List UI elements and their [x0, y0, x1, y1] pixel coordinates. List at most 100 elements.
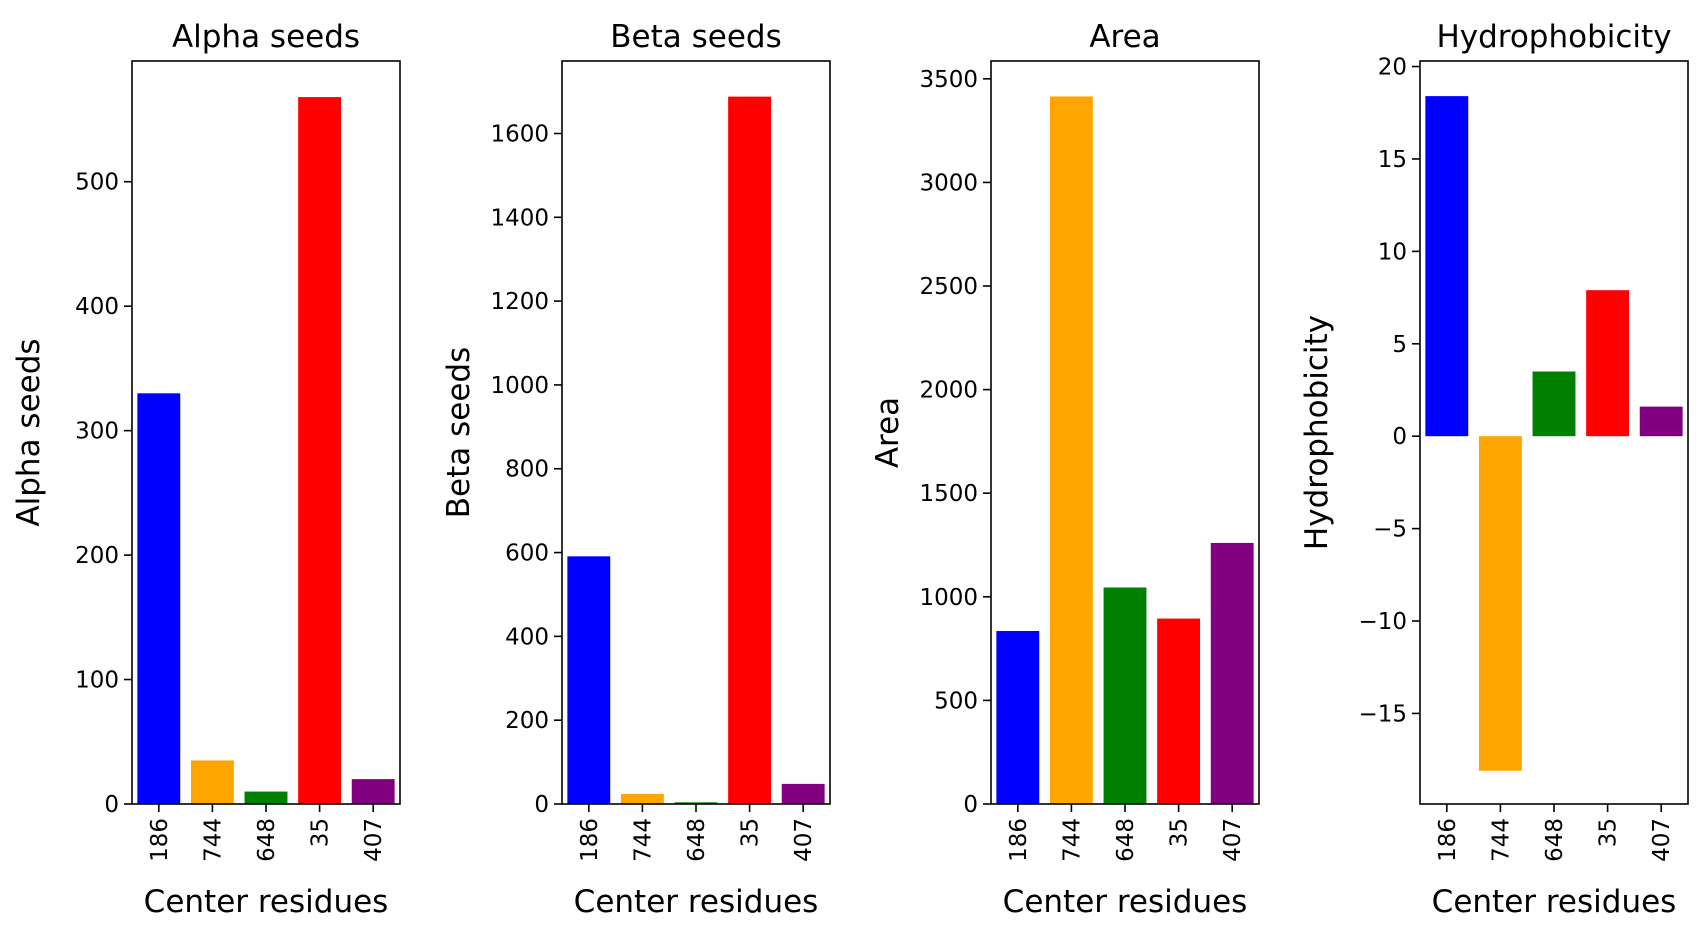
bar-648	[1103, 587, 1147, 804]
y-tick-label: 200	[75, 543, 119, 569]
y-tick-label: 1000	[919, 585, 978, 611]
bar-744	[620, 793, 664, 804]
y-tick-label: 10	[1378, 239, 1407, 265]
bar-407	[1210, 542, 1254, 804]
y-tick-label: 0	[534, 792, 549, 818]
y-tick-label: 1500	[919, 481, 978, 507]
bar-648	[244, 791, 288, 804]
y-tick-label: 1000	[490, 373, 549, 399]
bar-648	[1532, 371, 1576, 437]
x-axis-label: Center residues	[574, 884, 819, 920]
y-tick-label: 2000	[919, 378, 978, 404]
y-axis-label: Hydrophobicity	[1299, 315, 1335, 550]
y-tick-label: 600	[505, 541, 549, 567]
chart-alpha-seeds: Alpha seeds Alpha seeds Center residues …	[11, 19, 401, 920]
y-tick-label: 500	[75, 170, 119, 196]
x-tick-label: 648	[254, 818, 280, 862]
bar-186	[137, 393, 181, 804]
chart-hydrophobicity: Hydrophobicity Hydrophobicity Center res…	[1299, 19, 1689, 920]
x-tick-label: 648	[684, 818, 710, 862]
axes-frame	[131, 60, 401, 805]
y-tick-label: −15	[1358, 701, 1407, 727]
bar-186	[1425, 96, 1469, 437]
x-tick-label: 186	[1006, 818, 1032, 862]
y-tick-label: 2500	[919, 274, 978, 300]
chart-area: Area Area Center residues 0 500 1000 1500 20…	[870, 19, 1260, 920]
bar-744	[190, 760, 234, 804]
chart-title: Hydrophobicity	[1436, 19, 1671, 55]
x-tick-label: 648	[1113, 818, 1139, 862]
chart-title: Beta seeds	[610, 19, 781, 55]
bar-186	[996, 630, 1040, 804]
bar-35	[728, 96, 772, 804]
chart-beta-seeds: Beta seeds Beta seeds Center residues 0 2…	[441, 19, 831, 920]
y-tick-label: −5	[1373, 517, 1407, 543]
x-tick-label: 744	[200, 818, 226, 862]
x-tick-label: 407	[361, 818, 387, 862]
x-tick-label: 407	[791, 818, 817, 862]
bar-744	[1049, 96, 1093, 804]
y-tick-label: 0	[963, 792, 978, 818]
x-ticks: 186 744 648 35 407	[1435, 804, 1675, 862]
bar-35	[298, 97, 342, 805]
y-tick-label: 800	[505, 457, 549, 483]
axes-frame	[1419, 60, 1689, 805]
x-axis-label: Center residues	[1003, 884, 1248, 920]
y-axis-label: Beta seeds	[441, 347, 477, 518]
bar-407	[351, 779, 395, 804]
y-tick-label: 0	[104, 792, 119, 818]
y-tick-label: 5	[1392, 332, 1407, 358]
y-tick-label: 200	[505, 708, 549, 734]
y-ticks: 0 200 400 600 800 1000 1200 1400 1600	[490, 121, 562, 818]
y-ticks: 0 500 1000 1500 2000 2500 3000 3500	[919, 67, 991, 818]
x-tick-label: 35	[738, 818, 764, 847]
x-tick-label: 186	[1435, 818, 1461, 862]
y-tick-label: 300	[75, 419, 119, 445]
y-tick-label: 400	[505, 624, 549, 650]
bar-186	[567, 556, 611, 804]
bars	[567, 96, 825, 804]
y-tick-label: 100	[75, 668, 119, 694]
y-tick-label: 500	[934, 688, 978, 714]
chart-title: Area	[1089, 19, 1160, 55]
y-tick-label: −10	[1358, 609, 1407, 635]
x-tick-label: 744	[1488, 818, 1514, 862]
bars	[137, 97, 395, 805]
x-tick-label: 35	[1167, 818, 1193, 847]
axes-frame	[990, 60, 1260, 805]
x-tick-label: 186	[577, 818, 603, 862]
y-tick-label: 1600	[490, 121, 549, 147]
axes-frame	[561, 60, 831, 805]
y-tick-label: 3500	[919, 67, 978, 93]
y-tick-label: 3000	[919, 170, 978, 196]
y-ticks: 0 100 200 300 400 500	[75, 170, 132, 818]
y-tick-label: 20	[1378, 55, 1407, 81]
bar-407	[1639, 406, 1683, 437]
x-axis-label: Center residues	[1432, 884, 1677, 920]
x-ticks: 186 744 648 35 407	[147, 804, 387, 862]
y-tick-label: 0	[1392, 424, 1407, 450]
x-tick-label: 407	[1220, 818, 1246, 862]
x-tick-label: 744	[1059, 818, 1085, 862]
bar-35	[1586, 290, 1630, 437]
x-tick-label: 648	[1542, 818, 1568, 862]
bar-407	[781, 783, 825, 804]
bars	[996, 96, 1254, 804]
y-tick-label: 15	[1378, 147, 1407, 173]
chart-title: Alpha seeds	[172, 19, 360, 55]
x-tick-label: 186	[147, 818, 173, 862]
y-tick-label: 400	[75, 294, 119, 320]
x-tick-label: 35	[308, 818, 334, 847]
x-tick-label: 744	[630, 818, 656, 862]
x-tick-label: 407	[1649, 818, 1675, 862]
bars	[1425, 96, 1683, 771]
y-ticks: −15 −10 −5 0 5 10 15 20	[1358, 55, 1420, 727]
bar-744	[1478, 436, 1522, 771]
y-tick-label: 1400	[490, 205, 549, 231]
bar-648	[674, 802, 718, 804]
x-ticks: 186 744 648 35 407	[577, 804, 817, 862]
y-axis-label: Alpha seeds	[11, 338, 47, 526]
x-axis-label: Center residues	[144, 884, 389, 920]
y-axis-label: Area	[870, 397, 906, 468]
